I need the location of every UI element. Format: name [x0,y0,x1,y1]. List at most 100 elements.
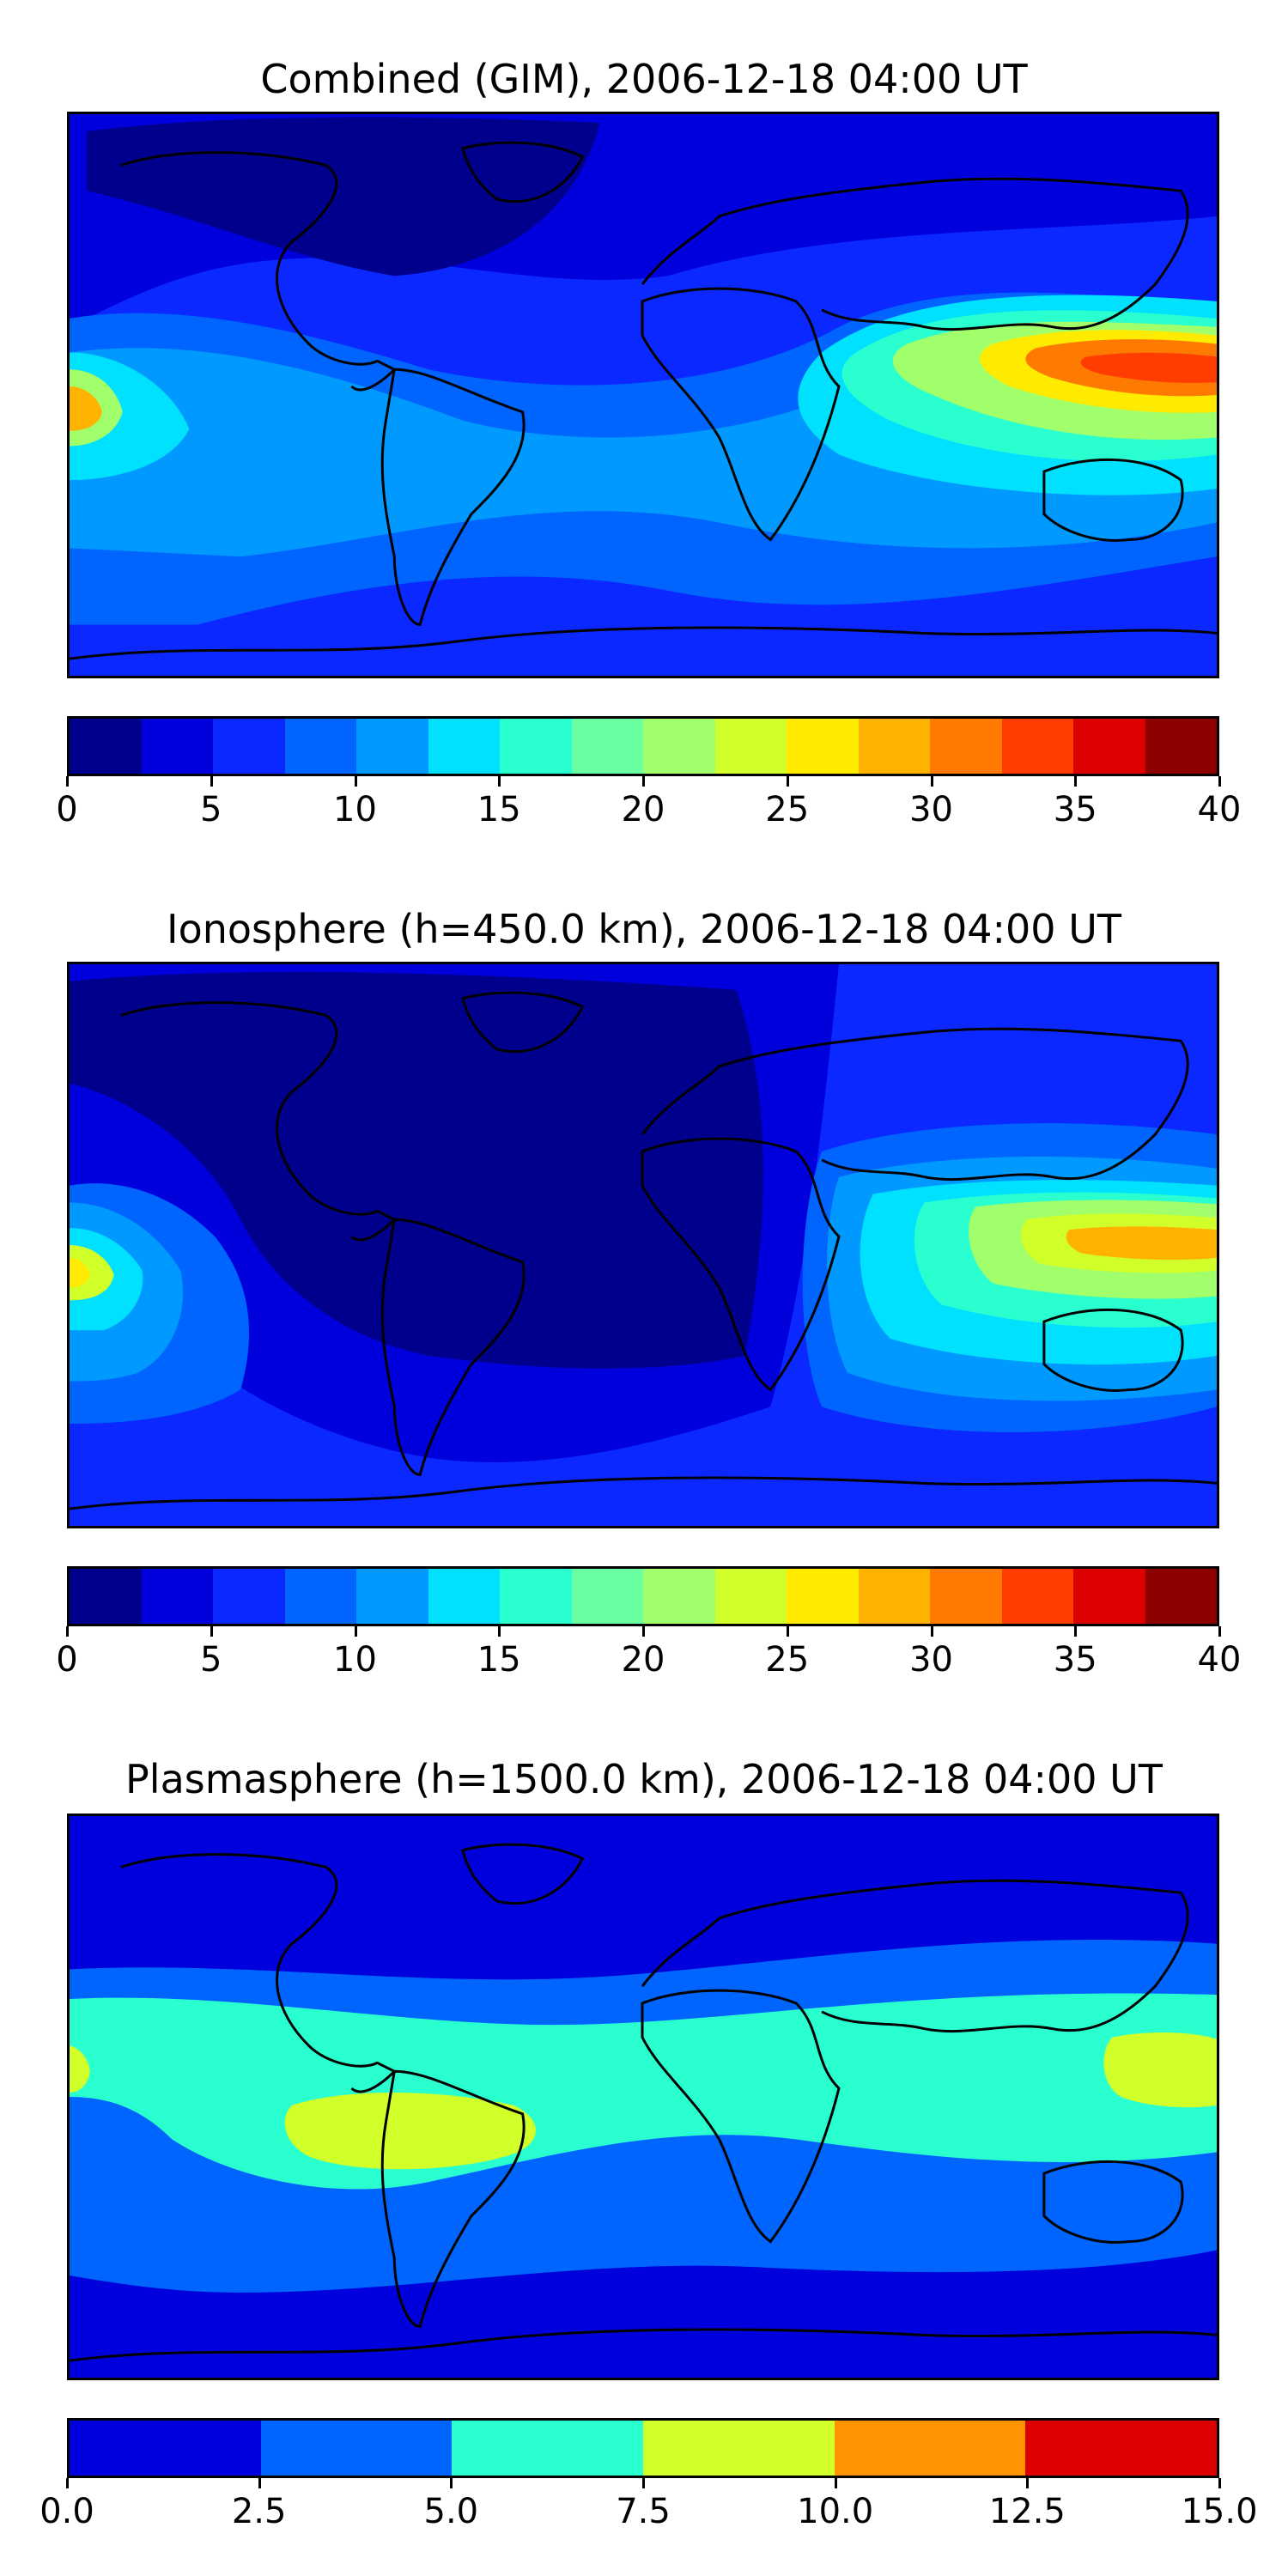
colorbar-segment [70,2421,261,2476]
colorbar-segment [1145,719,1217,774]
colorbar-segment [500,1569,572,1624]
colorbar-segment [428,719,500,774]
colorbar-tick-label: 10.0 [797,2492,874,2531]
colorbar-segment [500,719,572,774]
contour-band [284,2093,537,2170]
colorbar-segment [213,1569,285,1624]
coastline-australia [1042,1308,1184,1392]
colorbar [67,1566,1219,1626]
coastline-africa [641,287,841,542]
colorbar-tick-label: 2.5 [231,2492,287,2531]
colorbar-tick-label: 15 [477,790,521,829]
coastline-eurasia [641,177,1189,331]
colorbar-segment [930,719,1002,774]
coastline-greenland [461,1843,585,1905]
colorbar-segment [213,719,285,774]
coastline-australia [1042,458,1184,542]
colorbar-segment [141,719,213,774]
coastline-north-america [120,151,397,392]
colorbar-segment [643,2421,835,2476]
colorbar-segment [70,1569,142,1624]
colorbar [67,716,1219,776]
contour-band [70,1245,114,1301]
colorbar-segment [1001,719,1073,774]
coastline-south-america [380,368,526,627]
coastline-eurasia [641,1879,1189,2033]
panel-title: Ionosphere (h=450.0 km), 2006-12-18 04:0… [167,906,1121,952]
colorbar-tick-label: 12.5 [988,2492,1066,2531]
coastline-antarctica [70,1476,1217,1510]
colorbar-tick-label: 0.0 [39,2492,94,2531]
contour-band [70,386,102,431]
colorbar-segment [787,1569,859,1624]
colorbar-tick-label: 40 [1197,1640,1242,1680]
colorbar-tick-label: 0 [56,790,78,829]
colorbar-segment [70,719,142,774]
colorbar-tick-label: 7.5 [616,2492,671,2531]
colorbar-tick-label: 15.0 [1181,2492,1258,2531]
colorbar-segment [834,2421,1026,2476]
coastline-antarctica [70,2328,1217,2362]
colorbar-segment [571,719,643,774]
colorbar-segment [356,1569,428,1624]
tec-map-combined [67,112,1219,678]
coastline-africa [641,1989,841,2244]
colorbar-ticks: 0.0 2.5 5.0 7.5 10.0 12.5 15.0 [39,2478,1258,2531]
colorbar-segment [452,2421,644,2476]
panel-title: Plasmasphere (h=1500.0 km), 2006-12-18 0… [125,1756,1163,1802]
colorbar-tick-label: 20 [621,790,665,829]
colorbar-ticks: 0 5 10 15 20 25 30 35 40 [56,1626,1241,1680]
colorbar-segment [356,719,428,774]
coastline-north-america [120,1853,397,2093]
contour-band [1080,352,1217,383]
coastline-greenland [461,141,585,204]
colorbar-segment [858,1569,930,1624]
colorbar-segment [787,719,859,774]
colorbar-tick-label: 10 [333,1640,377,1680]
coastline-north-america [120,1001,397,1242]
colorbar-segment [643,719,715,774]
contour-band [70,1257,90,1288]
colorbar-tick-label: 5 [200,1640,222,1680]
coastline-greenland [461,991,585,1054]
colorbar-tick-label: 35 [1053,790,1097,829]
colorbar-ticks: 0 5 10 15 20 25 30 35 40 [56,776,1241,829]
colorbar-segment [571,1569,643,1624]
colorbar-tick-label: 30 [909,790,953,829]
colorbar-tick-label: 5 [200,790,222,829]
colorbar-tick-label: 35 [1053,1640,1097,1680]
colorbar-tick-label: 0 [56,1640,78,1680]
colorbar-tick-label: 15 [477,1640,521,1680]
colorbar-segment [1073,1569,1145,1624]
colorbar-tick-label: 25 [765,1640,810,1680]
contour-band [70,972,763,1369]
contour-band [1103,2032,1217,2108]
colorbar-tick-label: 5.0 [423,2492,479,2531]
contour-band [86,117,600,276]
colorbar-segment [714,1569,787,1624]
colorbar-segment [1001,1569,1073,1624]
panel-title: Combined (GIM), 2006-12-18 04:00 UT [260,56,1028,102]
colorbar-segment [284,719,356,774]
coastline-eurasia [641,1027,1189,1182]
colorbar-segment [260,2421,453,2476]
colorbar-segment [1073,719,1145,774]
colorbar-segment [858,719,930,774]
colorbar-tick-label: 30 [909,1640,953,1680]
colorbar-tick-label: 40 [1197,790,1242,829]
colorbar-tick-label: 10 [333,790,377,829]
contour-band [1066,1226,1217,1261]
colorbar-segment [643,1569,715,1624]
colorbar-segment [714,719,787,774]
colorbar-segment [930,1569,1002,1624]
colorbar-segment [1025,2421,1218,2476]
coastline-australia [1042,2160,1184,2244]
tec-map-ionosphere [67,962,1219,1528]
colorbar-segment [141,1569,213,1624]
tec-map-plasmasphere [67,1814,1219,2380]
contour-band [70,2045,90,2093]
coastline-africa [641,1137,841,1392]
colorbar [67,2418,1219,2478]
coastline-south-america [380,1218,526,1477]
coastline-south-america [380,2069,526,2329]
